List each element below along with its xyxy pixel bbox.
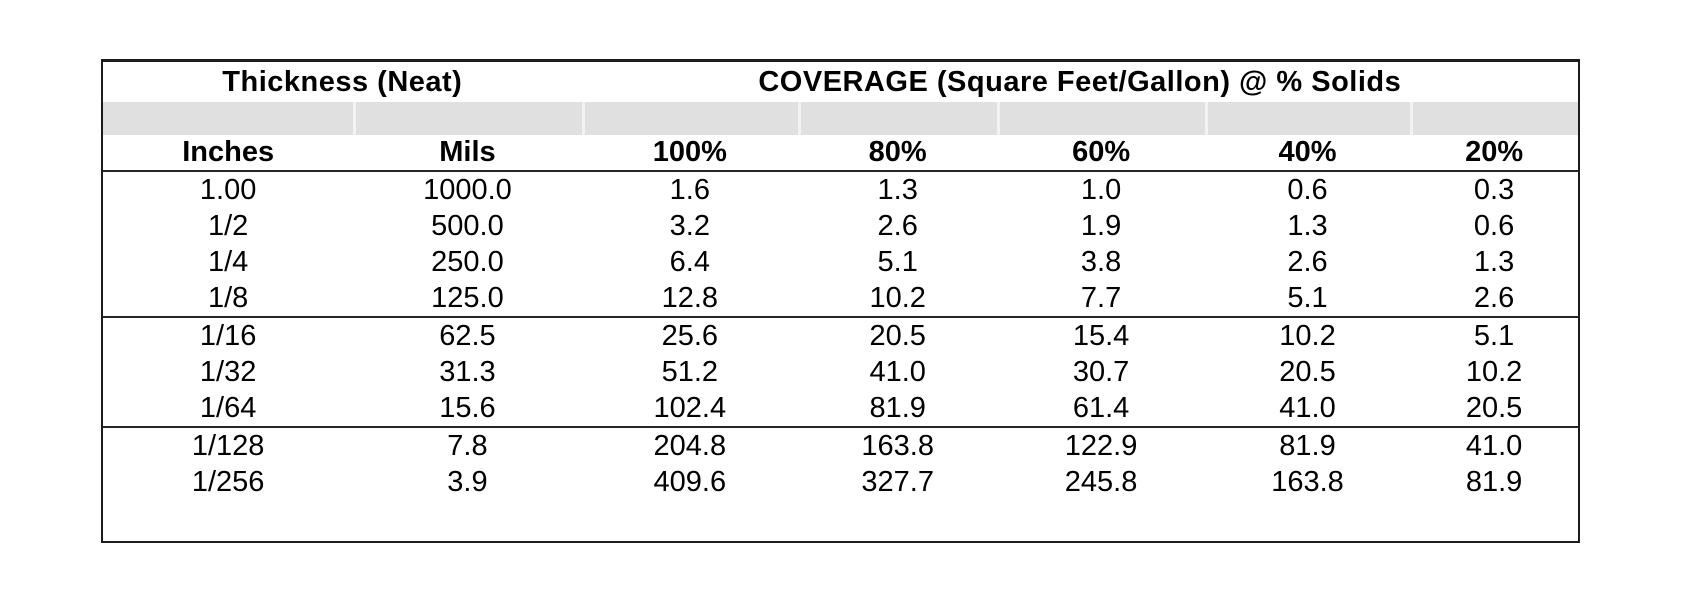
gray-band-cell xyxy=(353,102,582,135)
empty-bottom-row xyxy=(103,500,1578,541)
table-cell: 15.6 xyxy=(439,392,496,424)
gray-band-row xyxy=(103,102,1578,135)
table-cell: 81.9 xyxy=(869,392,926,424)
table-row: 1/2 500.0 3.2 2.6 1.9 1.3 0.6 xyxy=(103,208,1578,244)
gray-band-cell xyxy=(1204,102,1411,135)
table-row: 1/64 15.6 102.4 81.9 61.4 41.0 20.5 xyxy=(103,390,1578,426)
table-cell: 0.6 xyxy=(1287,174,1328,206)
table-cell: 2.6 xyxy=(1287,246,1328,278)
table-cell: 5.1 xyxy=(1473,320,1515,352)
table-cell: 41.0 xyxy=(1279,392,1336,424)
gray-band-cell xyxy=(1410,102,1578,135)
table-cell: 41.0 xyxy=(869,356,926,388)
table-cell: 1.00 xyxy=(199,174,257,206)
table-cell: 1.0 xyxy=(1080,174,1122,206)
table-cell: 1/2 xyxy=(207,210,249,242)
table-cell: 409.6 xyxy=(653,466,727,498)
column-header-inches: Inches xyxy=(182,136,275,168)
table-cell: 51.2 xyxy=(661,356,719,388)
column-header-20pct: 20% xyxy=(1465,136,1524,168)
table-row: 1/128 7.8 204.8 163.8 122.9 81.9 41.0 xyxy=(103,428,1578,464)
table-cell: 30.7 xyxy=(1072,356,1130,388)
gray-band-cell xyxy=(581,102,798,135)
table-cell: 3.2 xyxy=(669,210,710,242)
table-cell: 0.3 xyxy=(1473,174,1515,206)
column-header-row: Inches Mils 100% 80% 60% 40% 20% xyxy=(103,135,1578,172)
table-cell: 1.3 xyxy=(877,174,918,206)
row-group: 1/128 7.8 204.8 163.8 122.9 81.9 41.0 1/256 3.9 4… xyxy=(103,428,1578,500)
table-cell: 1.3 xyxy=(1287,210,1328,242)
column-header-80pct: 80% xyxy=(868,136,927,168)
column-header-60pct: 60% xyxy=(1072,136,1131,168)
column-header-100pct: 100% xyxy=(652,136,727,168)
table-cell: 163.8 xyxy=(1271,466,1344,498)
gray-band-cell xyxy=(997,102,1205,135)
title-row: Thickness (Neat) COVERAGE (Square Feet/G… xyxy=(103,62,1578,102)
table-row: 1.00 1000.0 1.6 1.3 1.0 0.6 0.3 xyxy=(103,172,1578,208)
table-cell: 15.4 xyxy=(1072,320,1130,352)
table-cell: 41.0 xyxy=(1465,430,1523,462)
column-header-mils: Mils xyxy=(439,136,496,168)
table-cell: 1.3 xyxy=(1473,246,1515,278)
table-cell: 5.1 xyxy=(877,246,918,278)
table-cell: 163.8 xyxy=(861,430,934,462)
table-cell: 122.9 xyxy=(1064,430,1138,462)
table-cell: 125.0 xyxy=(431,282,504,314)
table-cell: 61.4 xyxy=(1072,392,1130,424)
table-body: 1.00 1000.0 1.6 1.3 1.0 0.6 0.3 1/2 500.0 3.2 2.6 1… xyxy=(103,172,1578,500)
table-cell: 1/4 xyxy=(207,246,249,278)
table-cell: 25.6 xyxy=(661,320,719,352)
table-cell: 1/64 xyxy=(199,392,257,424)
column-header-40pct: 40% xyxy=(1278,136,1337,168)
table-cell: 500.0 xyxy=(431,210,504,242)
table-row: 1/4 250.0 6.4 5.1 3.8 2.6 1.3 xyxy=(103,244,1578,280)
table-cell: 1/8 xyxy=(207,282,249,314)
table-cell: 20.5 xyxy=(869,320,926,352)
table-cell: 204.8 xyxy=(653,430,727,462)
table-cell: 1.9 xyxy=(1080,210,1122,242)
table-cell: 1000.0 xyxy=(423,174,512,206)
gray-band-cell xyxy=(798,102,998,135)
table-cell: 102.4 xyxy=(653,392,727,424)
table-cell: 0.6 xyxy=(1473,210,1515,242)
table-cell: 5.1 xyxy=(1287,282,1328,314)
gray-band-cell xyxy=(103,102,354,135)
table-cell: 250.0 xyxy=(431,246,504,278)
table-cell: 7.8 xyxy=(447,430,488,462)
table-cell: 3.9 xyxy=(447,466,488,498)
thickness-title: Thickness (Neat) xyxy=(222,66,463,98)
table-row: 1/16 62.5 25.6 20.5 15.4 10.2 5.1 xyxy=(103,318,1578,354)
table-cell: 10.2 xyxy=(869,282,926,314)
table-cell: 10.2 xyxy=(1279,320,1336,352)
coverage-table: Thickness (Neat) COVERAGE (Square Feet/G… xyxy=(101,59,1580,543)
table-cell: 327.7 xyxy=(861,466,934,498)
table-row: 1/8 125.0 12.8 10.2 7.7 5.1 2.6 xyxy=(103,280,1578,316)
table-cell: 2.6 xyxy=(877,210,918,242)
coverage-title: COVERAGE (Square Feet/Gallon) @ % Solids xyxy=(758,66,1402,98)
table-cell: 3.8 xyxy=(1080,246,1122,278)
table-row: 1/32 31.3 51.2 41.0 30.7 20.5 10.2 xyxy=(103,354,1578,390)
table-cell: 62.5 xyxy=(439,320,496,352)
table-cell: 1/16 xyxy=(199,320,257,352)
table-cell: 245.8 xyxy=(1064,466,1138,498)
row-group: 1.00 1000.0 1.6 1.3 1.0 0.6 0.3 1/2 500.0 3.2 2.6 1… xyxy=(103,172,1578,318)
table-cell: 6.4 xyxy=(669,246,710,278)
row-group: 1/16 62.5 25.6 20.5 15.4 10.2 5.1 1/32 31.3 51.2 4… xyxy=(103,318,1578,428)
table-row: 1/256 3.9 409.6 327.7 245.8 163.8 81.9 xyxy=(103,464,1578,500)
table-cell: 81.9 xyxy=(1465,466,1523,498)
table-cell: 1/256 xyxy=(191,466,265,498)
table-cell: 20.5 xyxy=(1465,392,1523,424)
table-cell: 1/32 xyxy=(199,356,257,388)
table-cell: 7.7 xyxy=(1080,282,1122,314)
table-cell: 1/128 xyxy=(191,430,265,462)
table-cell: 2.6 xyxy=(1473,282,1515,314)
table-cell: 81.9 xyxy=(1279,430,1336,462)
table-cell: 31.3 xyxy=(439,356,496,388)
table-cell: 20.5 xyxy=(1279,356,1336,388)
table-cell: 10.2 xyxy=(1465,356,1523,388)
table-cell: 1.6 xyxy=(669,174,710,206)
table-cell: 12.8 xyxy=(661,282,719,314)
